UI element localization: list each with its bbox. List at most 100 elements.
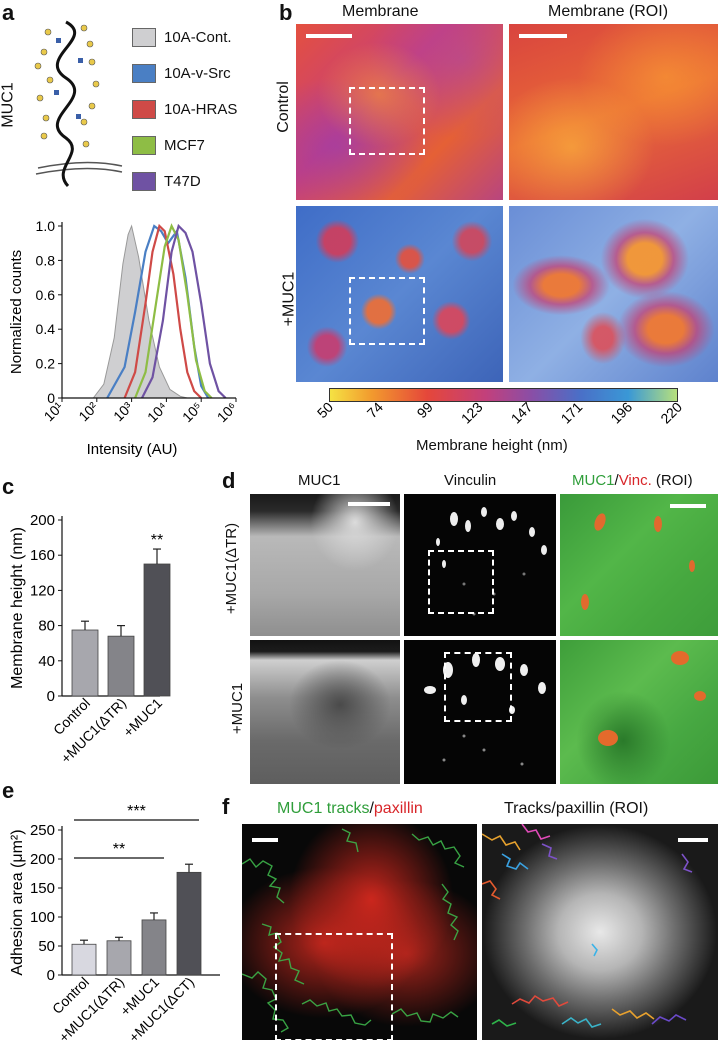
series-line-3 xyxy=(134,223,213,399)
panel-label-a: a xyxy=(2,0,15,25)
vinculin-spots xyxy=(436,507,547,616)
bar xyxy=(141,919,167,976)
afm-control-membrane xyxy=(296,24,503,200)
d-title-vinc: Vinc. xyxy=(618,472,652,489)
f-title-slash: / xyxy=(369,800,374,817)
y-tick-label: 0 xyxy=(47,390,55,406)
y-axis-title: Adhesion area (μm²) xyxy=(9,829,26,975)
panel-label-f: f xyxy=(222,794,230,819)
panel-label-d: d xyxy=(222,468,236,493)
merge-spots xyxy=(598,651,706,746)
f-title-right: Tracks/paxillin (ROI) xyxy=(504,800,649,817)
roi-tracks xyxy=(482,824,693,1028)
bar xyxy=(107,635,135,697)
legend-label: 10A-v-Src xyxy=(164,65,231,82)
d-col-title-muc1: MUC1 xyxy=(298,472,341,489)
legend-item: MCF7 xyxy=(132,136,205,156)
legend-label: MCF7 xyxy=(164,137,205,154)
bar xyxy=(71,629,99,697)
series-line-2 xyxy=(123,223,202,399)
significance-mark: ** xyxy=(113,841,125,858)
x-tick-label: 10² xyxy=(75,399,101,425)
series-area-0 xyxy=(92,224,188,399)
x-tick-label: 10³ xyxy=(110,399,136,425)
d-row-label-dtr: +MUC1(ΔTR) xyxy=(223,522,241,615)
roi-box xyxy=(444,652,512,722)
colorbar-tick-label: 196 xyxy=(607,402,635,427)
x-tick-label: 10⁴ xyxy=(144,399,171,426)
d-col-title-vinculin: Vinculin xyxy=(444,472,497,489)
y-tick-label: 0 xyxy=(47,967,55,984)
legend-label: 10A-HRAS xyxy=(164,101,238,118)
colorbar-tick-label: 123 xyxy=(458,402,486,427)
legend-swatch xyxy=(132,172,156,191)
y-tick-label: 0 xyxy=(47,688,55,705)
legend-swatch xyxy=(132,28,156,47)
x-axis-title: Intensity (AU) xyxy=(87,441,178,458)
scale-bar xyxy=(678,838,708,842)
colorbar xyxy=(329,388,678,402)
d-muc1-dtr xyxy=(250,494,400,636)
panel-label-e: e xyxy=(2,778,15,803)
series-line-4 xyxy=(141,223,227,399)
d-title-slash: / xyxy=(614,472,619,489)
bar xyxy=(71,943,97,976)
scale-bar xyxy=(519,34,567,38)
d-col-title-roi: MUC1/Vinc. (ROI) xyxy=(572,472,693,489)
colorbar-tick-label: 220 xyxy=(657,402,685,427)
x-tick-label: +MUC1 xyxy=(120,695,165,740)
x-tick-label: 10⁶ xyxy=(214,399,240,425)
afm-muc1-membrane xyxy=(296,206,503,382)
muc1-tracks xyxy=(242,828,465,1033)
y-tick-label: 80 xyxy=(38,618,55,635)
y-tick-label: 40 xyxy=(38,653,55,670)
roi-box xyxy=(349,277,425,345)
bar xyxy=(143,563,171,697)
colorbar-tick-label: 74 xyxy=(364,402,386,421)
merge-spots xyxy=(581,513,695,610)
y-tick-label: 50 xyxy=(38,938,55,955)
colorbar-ticks: 50 74 99 123 147 171 196 220 xyxy=(314,402,685,427)
legend-swatch xyxy=(132,64,156,83)
y-tick-label: 150 xyxy=(30,880,55,897)
d-vinculin-full xyxy=(404,640,556,784)
colorbar-label: Membrane height (nm) xyxy=(416,437,568,454)
d-merge-roi-full xyxy=(560,640,718,784)
y-tick-label: 1.0 xyxy=(36,218,56,234)
scale-bar xyxy=(670,504,706,508)
x-tick-label: 10⁵ xyxy=(179,399,205,425)
f-title-left: MUC1 tracks/paxillin xyxy=(277,800,423,818)
d-merge-roi-dtr xyxy=(560,494,718,636)
afm-muc1-roi xyxy=(509,206,718,382)
chart-c-bars: 04080120160200Control+MUC1(ΔTR)+MUC1Memb… xyxy=(9,512,171,766)
scale-bar xyxy=(348,502,390,506)
d-title-muc1: MUC1 xyxy=(572,472,615,489)
roi-box xyxy=(275,933,393,1040)
vinculin-spots xyxy=(424,653,546,766)
y-tick-label: 100 xyxy=(30,909,55,926)
y-tick-label: 0.2 xyxy=(36,356,56,372)
legend-item: T47D xyxy=(132,172,201,192)
y-tick-label: 250 xyxy=(30,822,55,839)
f-title-paxillin: paxillin xyxy=(373,800,423,817)
bar xyxy=(106,940,132,976)
legend-label: T47D xyxy=(164,173,201,190)
legend-label: 10A-Cont. xyxy=(164,29,232,46)
y-tick-label: 200 xyxy=(30,512,55,529)
y-tick-label: 0.8 xyxy=(36,252,56,268)
colorbar-tick-label: 147 xyxy=(508,402,536,427)
significance-mark: ** xyxy=(151,532,163,549)
y-tick-label: 0.6 xyxy=(36,287,56,303)
legend-swatch xyxy=(132,136,156,155)
scale-bar xyxy=(306,34,352,38)
y-axis-title: Membrane height (nm) xyxy=(9,527,26,689)
legend-swatch xyxy=(132,100,156,119)
x-tick-label: 10¹ xyxy=(40,399,66,425)
colorbar-tick-label: 50 xyxy=(314,402,336,421)
d-vinculin-dtr xyxy=(404,494,556,636)
muc1-schematic xyxy=(34,20,123,188)
legend-item: 10A-HRAS xyxy=(132,100,237,120)
b-col-title-membrane: Membrane xyxy=(342,3,419,20)
panel-label-c: c xyxy=(2,474,15,499)
b-row-label-control: Control xyxy=(274,81,292,133)
